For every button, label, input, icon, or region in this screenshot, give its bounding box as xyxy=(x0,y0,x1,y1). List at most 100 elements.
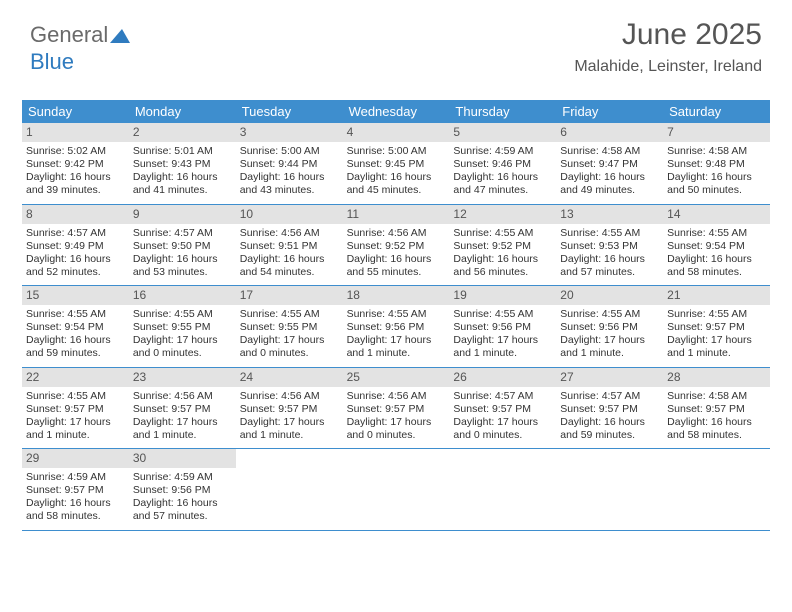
dayhead-sun: Sunday xyxy=(22,100,129,123)
sunset-line: Sunset: 9:51 PM xyxy=(240,240,339,253)
calendar-day-cell: 27 Sunrise: 4:57 AMSunset: 9:57 PMDayligh… xyxy=(556,368,663,449)
day-number: 10 xyxy=(236,205,343,224)
calendar-week: 1Sunrise: 5:02 AMSunset: 9:42 PMDaylight… xyxy=(22,123,770,205)
day-number: 8 xyxy=(22,205,129,224)
sunset-line: Sunset: 9:57 PM xyxy=(560,403,659,416)
header-right: June 2025 Malahide, Leinster, Ireland xyxy=(574,18,762,76)
day-number: 27 xyxy=(556,368,663,387)
daylight-line: Daylight: 16 hours and 47 minutes. xyxy=(453,171,552,197)
daylight-line: Daylight: 17 hours and 1 minute. xyxy=(26,416,125,442)
sunset-line: Sunset: 9:56 PM xyxy=(560,321,659,334)
calendar-day-cell: 9Sunrise: 4:57 AMSunset: 9:50 PMDaylight… xyxy=(129,205,236,286)
day-number: 4 xyxy=(343,123,450,142)
sunset-line: Sunset: 9:56 PM xyxy=(133,484,232,497)
sunrise-line: Sunrise: 4:55 AM xyxy=(667,308,766,321)
daylight-line: Daylight: 16 hours and 57 minutes. xyxy=(560,253,659,279)
sunrise-line: Sunrise: 4:58 AM xyxy=(667,390,766,403)
sunrise-line: Sunrise: 5:00 AM xyxy=(240,145,339,158)
day-number: 12 xyxy=(449,205,556,224)
logo: General Blue xyxy=(30,22,130,75)
sunset-line: Sunset: 9:45 PM xyxy=(347,158,446,171)
daylight-line: Daylight: 16 hours and 41 minutes. xyxy=(133,171,232,197)
sunrise-line: Sunrise: 4:55 AM xyxy=(26,390,125,403)
calendar-day-cell: 17Sunrise: 4:55 AMSunset: 9:55 PMDayligh… xyxy=(236,286,343,367)
daylight-line: Daylight: 16 hours and 59 minutes. xyxy=(26,334,125,360)
calendar-day-cell: 3Sunrise: 5:00 AMSunset: 9:44 PMDaylight… xyxy=(236,123,343,204)
sunrise-line: Sunrise: 4:55 AM xyxy=(347,308,446,321)
day-number: 18 xyxy=(343,286,450,305)
sunrise-line: Sunrise: 4:56 AM xyxy=(240,227,339,240)
day-number: 1 xyxy=(22,123,129,142)
dayhead-wed: Wednesday xyxy=(343,100,450,123)
sunrise-line: Sunrise: 4:57 AM xyxy=(453,390,552,403)
calendar-week: 15Sunrise: 4:55 AMSunset: 9:54 PMDayligh… xyxy=(22,286,770,368)
sunrise-line: Sunrise: 4:56 AM xyxy=(347,390,446,403)
calendar-day-cell: 8Sunrise: 4:57 AMSunset: 9:49 PMDaylight… xyxy=(22,205,129,286)
day-number: 22 xyxy=(22,368,129,387)
calendar-day-cell: 22 Sunrise: 4:55 AMSunset: 9:57 PMDayligh… xyxy=(22,368,129,449)
page-title: June 2025 xyxy=(574,18,762,52)
day-number: 19 xyxy=(449,286,556,305)
day-number: 15 xyxy=(22,286,129,305)
sunset-line: Sunset: 9:46 PM xyxy=(453,158,552,171)
calendar-day-cell: 19Sunrise: 4:55 AMSunset: 9:56 PMDayligh… xyxy=(449,286,556,367)
sunset-line: Sunset: 9:44 PM xyxy=(240,158,339,171)
calendar-day-cell: 4Sunrise: 5:00 AMSunset: 9:45 PMDaylight… xyxy=(343,123,450,204)
day-number: 24 xyxy=(236,368,343,387)
day-number: 14 xyxy=(663,205,770,224)
day-number: 11 xyxy=(343,205,450,224)
calendar-day-cell: 23Sunrise: 4:56 AMSunset: 9:57 PMDayligh… xyxy=(129,368,236,449)
daylight-line: Daylight: 16 hours and 39 minutes. xyxy=(26,171,125,197)
day-number: 26 xyxy=(449,368,556,387)
day-number: 21 xyxy=(663,286,770,305)
sunset-line: Sunset: 9:57 PM xyxy=(26,403,125,416)
daylight-line: Daylight: 16 hours and 55 minutes. xyxy=(347,253,446,279)
daylight-line: Daylight: 16 hours and 45 minutes. xyxy=(347,171,446,197)
daylight-line: Daylight: 16 hours and 58 minutes. xyxy=(26,497,125,523)
calendar-week: 8Sunrise: 4:57 AMSunset: 9:49 PMDaylight… xyxy=(22,205,770,287)
day-number: 23 xyxy=(129,368,236,387)
day-number: 5 xyxy=(449,123,556,142)
calendar-day-cell xyxy=(343,449,450,530)
calendar-day-cell: 20Sunrise: 4:55 AMSunset: 9:56 PMDayligh… xyxy=(556,286,663,367)
daylight-line: Daylight: 17 hours and 0 minutes. xyxy=(453,416,552,442)
sunset-line: Sunset: 9:56 PM xyxy=(347,321,446,334)
day-number: 16 xyxy=(129,286,236,305)
sunset-line: Sunset: 9:54 PM xyxy=(667,240,766,253)
calendar-day-cell: 1Sunrise: 5:02 AMSunset: 9:42 PMDaylight… xyxy=(22,123,129,204)
sunset-line: Sunset: 9:57 PM xyxy=(347,403,446,416)
sunset-line: Sunset: 9:55 PM xyxy=(240,321,339,334)
daylight-line: Daylight: 17 hours and 0 minutes. xyxy=(240,334,339,360)
calendar-day-cell: 13Sunrise: 4:55 AMSunset: 9:53 PMDayligh… xyxy=(556,205,663,286)
daylight-line: Daylight: 17 hours and 0 minutes. xyxy=(347,416,446,442)
daylight-line: Daylight: 16 hours and 58 minutes. xyxy=(667,416,766,442)
sunrise-line: Sunrise: 4:55 AM xyxy=(453,308,552,321)
calendar-day-cell: 2Sunrise: 5:01 AMSunset: 9:43 PMDaylight… xyxy=(129,123,236,204)
calendar-day-cell: 26 Sunrise: 4:57 AMSunset: 9:57 PMDayligh… xyxy=(449,368,556,449)
sunset-line: Sunset: 9:52 PM xyxy=(347,240,446,253)
calendar: Sunday Monday Tuesday Wednesday Thursday… xyxy=(22,100,770,531)
sunset-line: Sunset: 9:52 PM xyxy=(453,240,552,253)
sunset-line: Sunset: 9:57 PM xyxy=(667,321,766,334)
calendar-body: 1Sunrise: 5:02 AMSunset: 9:42 PMDaylight… xyxy=(22,123,770,531)
calendar-week: 29Sunrise: 4:59 AMSunset: 9:57 PMDayligh… xyxy=(22,449,770,531)
sunrise-line: Sunrise: 4:57 AM xyxy=(560,390,659,403)
day-number: 2 xyxy=(129,123,236,142)
page-subtitle: Malahide, Leinster, Ireland xyxy=(574,58,762,76)
calendar-week: 22Sunrise: 4:55 AMSunset: 9:57 PMDayligh… xyxy=(22,368,770,450)
daylight-line: Daylight: 16 hours and 59 minutes. xyxy=(560,416,659,442)
day-number: 9 xyxy=(129,205,236,224)
daylight-line: Daylight: 16 hours and 54 minutes. xyxy=(240,253,339,279)
dayhead-thu: Thursday xyxy=(449,100,556,123)
daylight-line: Daylight: 17 hours and 1 minute. xyxy=(240,416,339,442)
calendar-day-cell xyxy=(236,449,343,530)
sunset-line: Sunset: 9:57 PM xyxy=(453,403,552,416)
calendar-day-cell: 21Sunrise: 4:55 AMSunset: 9:57 PMDayligh… xyxy=(663,286,770,367)
logo-text-1: General xyxy=(30,22,108,47)
sunrise-line: Sunrise: 4:59 AM xyxy=(453,145,552,158)
sunset-line: Sunset: 9:42 PM xyxy=(26,158,125,171)
sunrise-line: Sunrise: 4:55 AM xyxy=(133,308,232,321)
daylight-line: Daylight: 16 hours and 58 minutes. xyxy=(667,253,766,279)
daylight-line: Daylight: 16 hours and 56 minutes. xyxy=(453,253,552,279)
calendar-day-cell: 14Sunrise: 4:55 AMSunset: 9:54 PMDayligh… xyxy=(663,205,770,286)
